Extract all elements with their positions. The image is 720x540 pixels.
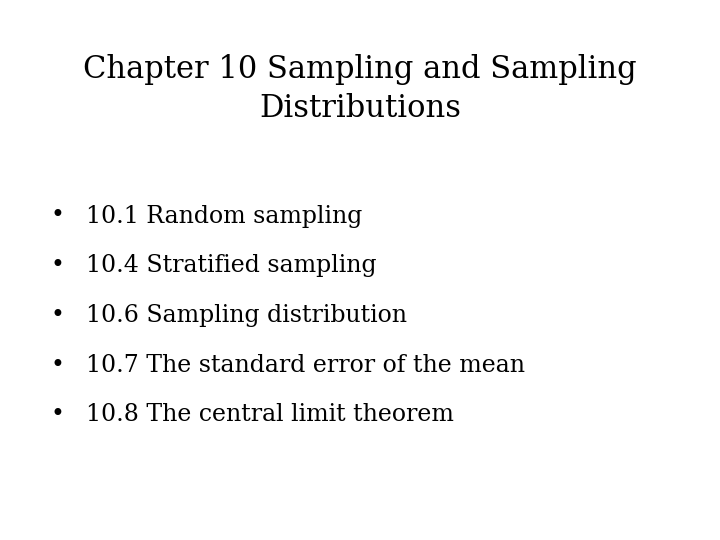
Text: •: • <box>50 304 65 327</box>
Text: 10.1 Random sampling: 10.1 Random sampling <box>86 205 363 227</box>
Text: 10.7 The standard error of the mean: 10.7 The standard error of the mean <box>86 354 526 376</box>
Text: •: • <box>50 254 65 277</box>
Text: Chapter 10 Sampling and Sampling
Distributions: Chapter 10 Sampling and Sampling Distrib… <box>84 54 636 124</box>
Text: 10.8 The central limit theorem: 10.8 The central limit theorem <box>86 403 454 426</box>
Text: •: • <box>50 403 65 426</box>
Text: •: • <box>50 205 65 227</box>
Text: •: • <box>50 354 65 376</box>
Text: 10.6 Sampling distribution: 10.6 Sampling distribution <box>86 304 408 327</box>
Text: 10.4 Stratified sampling: 10.4 Stratified sampling <box>86 254 377 277</box>
